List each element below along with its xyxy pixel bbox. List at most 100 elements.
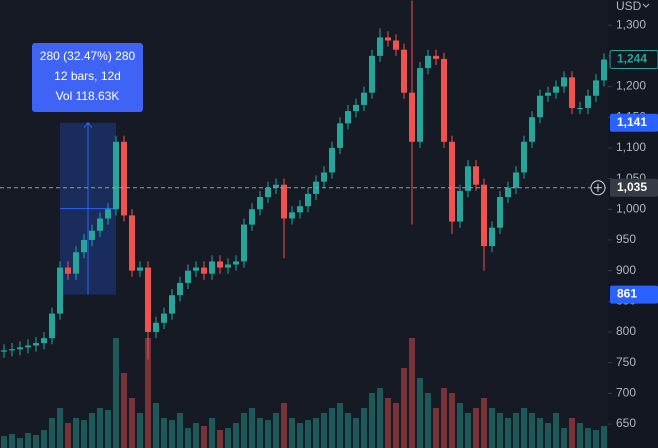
volume-bar bbox=[137, 413, 143, 448]
volume-bar bbox=[25, 433, 31, 448]
candle-body bbox=[193, 267, 199, 271]
volume-bar bbox=[377, 388, 383, 448]
candle-body bbox=[433, 55, 439, 59]
volume-bar bbox=[385, 398, 391, 448]
candle-body bbox=[569, 77, 575, 109]
volume-bar bbox=[553, 413, 559, 448]
candle-body bbox=[81, 239, 87, 253]
candle-body bbox=[217, 261, 223, 268]
y-tick-label: 800 bbox=[616, 324, 636, 338]
candle-body bbox=[113, 141, 119, 210]
candle-body bbox=[457, 190, 463, 222]
candle-body bbox=[409, 92, 415, 142]
candle-body bbox=[369, 55, 375, 93]
volume-bar bbox=[361, 408, 367, 448]
candle-body bbox=[361, 92, 367, 105]
volume-bar bbox=[249, 408, 255, 448]
volume-bar bbox=[329, 408, 335, 448]
volume-bar bbox=[233, 423, 239, 448]
volume-bar bbox=[177, 413, 183, 448]
volume-bar bbox=[297, 423, 303, 448]
candle-body bbox=[289, 212, 295, 219]
candle-body bbox=[105, 209, 111, 219]
candle-body bbox=[65, 267, 71, 274]
candle-body bbox=[489, 227, 495, 247]
volume-bar bbox=[225, 428, 231, 448]
candle-body bbox=[273, 184, 279, 188]
last-price-badge-label: 1,244 bbox=[617, 52, 647, 66]
volume-bar bbox=[393, 403, 399, 448]
volume-bar bbox=[457, 403, 463, 448]
candle-body bbox=[593, 80, 599, 96]
candle-body bbox=[465, 166, 471, 191]
volume-bar bbox=[521, 408, 527, 448]
candle-body bbox=[89, 230, 95, 240]
volume-bar bbox=[161, 418, 167, 448]
candle-body bbox=[401, 49, 407, 93]
candle-body bbox=[521, 141, 527, 173]
candle-body bbox=[425, 55, 431, 69]
volume-bar bbox=[265, 420, 271, 448]
candle-body bbox=[537, 95, 543, 118]
volume-bar bbox=[569, 418, 575, 448]
candle-body bbox=[497, 196, 503, 228]
candle-body bbox=[33, 343, 39, 346]
y-tick-label: 650 bbox=[616, 416, 636, 430]
measure-high-badge bbox=[610, 113, 658, 132]
candle-body bbox=[201, 267, 207, 274]
candle-body bbox=[17, 347, 23, 350]
volume-bar bbox=[113, 338, 119, 448]
measure-tooltip bbox=[32, 43, 143, 112]
volume-bar bbox=[57, 408, 63, 448]
measure-arrowhead bbox=[83, 121, 93, 129]
candle-body bbox=[161, 313, 167, 323]
crosshair-plus-sign bbox=[594, 183, 602, 192]
measure-low-badge bbox=[610, 285, 658, 304]
crosshair-badge bbox=[610, 178, 658, 197]
volume-bar bbox=[273, 413, 279, 448]
candle-body bbox=[449, 141, 455, 222]
volume-bar bbox=[17, 438, 23, 448]
candle-body bbox=[9, 349, 15, 351]
candle-body bbox=[529, 117, 535, 142]
volume-bar bbox=[65, 423, 71, 448]
candle-body bbox=[385, 37, 391, 41]
volume-bar bbox=[105, 410, 111, 448]
candle-body bbox=[553, 86, 559, 93]
candle-body bbox=[137, 267, 143, 271]
volume-bar bbox=[81, 420, 87, 448]
volume-bar bbox=[585, 428, 591, 448]
volume-bar bbox=[449, 393, 455, 448]
volume-bar bbox=[337, 403, 343, 448]
currency-chevron[interactable] bbox=[642, 3, 650, 8]
candle-body bbox=[41, 338, 47, 344]
volume-bar bbox=[545, 423, 551, 448]
volume-bar bbox=[241, 413, 247, 448]
y-tick-label: 1,000 bbox=[616, 201, 646, 215]
volume-bar bbox=[153, 403, 159, 448]
volume-bar bbox=[9, 434, 15, 448]
candle-body bbox=[505, 187, 511, 197]
candle-body bbox=[1, 350, 7, 352]
candle-body bbox=[281, 184, 287, 219]
volume-bar bbox=[145, 338, 151, 448]
candle-body bbox=[169, 295, 175, 314]
candle-body bbox=[577, 108, 583, 110]
volume-bar bbox=[1, 436, 7, 448]
currency[interactable]: USD bbox=[616, 0, 642, 13]
volume-bar bbox=[41, 430, 47, 448]
volume-bar bbox=[425, 393, 431, 448]
candle-body bbox=[481, 184, 487, 247]
volume-bar bbox=[577, 423, 583, 448]
volume-bar bbox=[33, 435, 39, 448]
y-tick-label: 1,200 bbox=[616, 79, 646, 93]
y-tick-label: 1,100 bbox=[616, 140, 646, 154]
volume-bar bbox=[121, 373, 127, 448]
volume-bar bbox=[513, 413, 519, 448]
candle-body bbox=[513, 172, 519, 188]
candle-body bbox=[225, 264, 231, 268]
candle-body bbox=[265, 187, 271, 197]
candle-body bbox=[249, 209, 255, 225]
volume-bar bbox=[193, 423, 199, 448]
